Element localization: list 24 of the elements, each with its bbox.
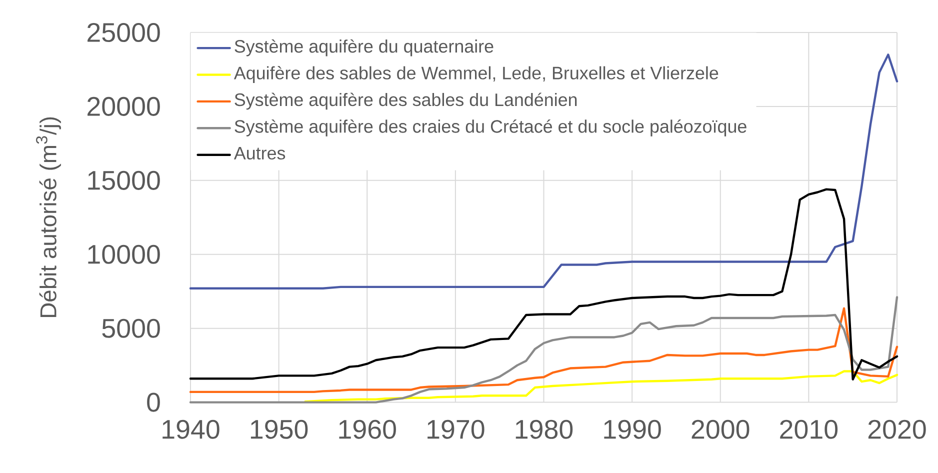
y-tick-label: 10000 [88, 244, 160, 264]
legend-label: Système aquifère du quaternaire [234, 39, 494, 56]
line-series [189, 188, 898, 380]
y-tick-label: 20000 [88, 96, 160, 116]
legend-label: Système aquifère des craies du Crétacé et du socle paléozoïque [234, 119, 746, 136]
line-series [189, 307, 898, 394]
y-tick-label: 5000 [102, 318, 160, 338]
legend-label: Autres [234, 147, 286, 160]
line-series [304, 370, 898, 403]
legend-label: Système aquifère des sables du Landénien [234, 92, 577, 110]
y-tick-label: 0 [147, 392, 160, 412]
x-tick-label: 1940 [162, 420, 220, 439]
x-tick-label: 1980 [516, 420, 573, 439]
x-tick-label: 1960 [339, 420, 396, 439]
legend-label: Aquifère des sables de Wemmel, Lede, Bruxelles et Vlierzele [234, 66, 718, 83]
y-tick-label: 25000 [88, 22, 160, 42]
x-tick-label: 1990 [604, 420, 661, 439]
x-tick-label: 2010 [780, 420, 838, 439]
y-axis-title: Débit autorisé (m$^{3}$/j) [36, 117, 61, 318]
x-tick-label: 2000 [692, 420, 750, 439]
x-tick-label: 2020 [868, 420, 926, 439]
x-tick-label: 1950 [250, 420, 308, 439]
y-tick-label: 15000 [88, 170, 160, 190]
x-tick-label: 1970 [428, 420, 484, 439]
